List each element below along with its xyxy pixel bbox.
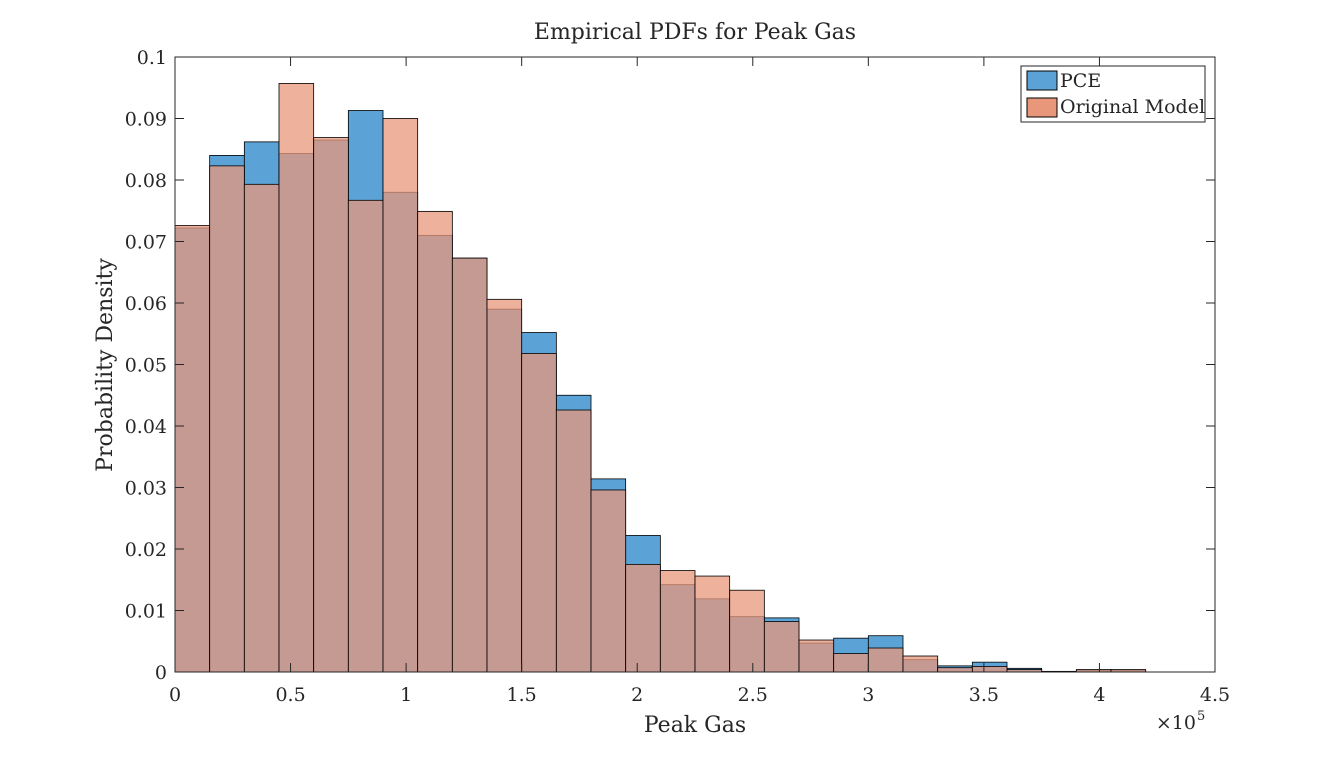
y-tick-label-8: 0.08 <box>125 170 167 192</box>
y-tick-label-0: 0 <box>155 662 167 684</box>
legend-label-original-model: Original Model <box>1060 96 1205 118</box>
bar-original-model-7 <box>417 210 453 673</box>
bars-layer <box>174 83 1147 673</box>
y-tick-label-5: 0.05 <box>125 355 167 377</box>
bar-original-model-4 <box>313 137 349 673</box>
y-tick-label-4: 0.04 <box>125 416 167 438</box>
y-tick-label-3: 0.03 <box>125 478 167 500</box>
x-exponent-power: 5 <box>1197 709 1205 724</box>
bar-original-model-17 <box>763 621 800 673</box>
bar-original-model-22 <box>937 667 973 673</box>
y-tick-label-9: 0.09 <box>125 109 167 131</box>
bar-original-model-8 <box>451 257 488 673</box>
bar-original-model-20 <box>867 647 904 673</box>
y-tick-label-10: 0.1 <box>137 47 167 69</box>
y-tick-label-7: 0.07 <box>125 232 167 254</box>
legend: PCE Original Model <box>1020 65 1206 123</box>
x-tick-label-6: 3 <box>862 684 874 706</box>
x-tick-label-1: 0.5 <box>275 684 305 706</box>
ticks-layer: 0 0.5 1 1.5 2 2.5 3 3.5 4 4.5 0 0.01 0.02 0.03 0.04 0.0… <box>125 47 1230 706</box>
bar-original-model-19 <box>833 653 869 673</box>
bar-original-model-2 <box>243 183 280 673</box>
bar-original-model-15 <box>694 575 731 673</box>
y-tick-label-1: 0.01 <box>125 601 167 623</box>
x-tick-label-2: 1 <box>400 684 412 706</box>
x-tick-label-4: 2 <box>631 684 643 706</box>
legend-swatch-pce <box>1026 70 1058 91</box>
bar-original-model-9 <box>486 298 523 673</box>
x-tick-label-0: 0 <box>169 684 181 706</box>
x-tick-label-3: 1.5 <box>507 684 537 706</box>
x-axis-label: Peak Gas <box>644 713 746 738</box>
chart-title: Empirical PDFs for Peak Gas <box>534 20 856 45</box>
legend-swatch-original-model <box>1026 97 1058 118</box>
bar-original-model-13 <box>625 563 661 673</box>
bar-original-model-16 <box>729 589 765 673</box>
x-tick-label-9: 4.5 <box>1200 684 1230 706</box>
bar-original-model-11 <box>555 409 592 673</box>
x-exponent-base: ×10 <box>1156 712 1196 734</box>
bar-original-model-6 <box>382 118 419 673</box>
bar-original-model-5 <box>347 199 384 673</box>
x-tick-label-8: 4 <box>1093 684 1105 706</box>
bar-original-model-18 <box>798 639 835 673</box>
legend-label-pce: PCE <box>1060 70 1101 92</box>
x-tick-label-5: 2.5 <box>738 684 768 706</box>
bar-original-model-23 <box>971 666 1008 673</box>
bar-original-model-21 <box>902 655 939 673</box>
y-axis-label: Probability Density <box>93 258 118 472</box>
bar-original-model-12 <box>590 489 627 673</box>
bar-original-model-3 <box>278 83 315 673</box>
x-tick-label-7: 3.5 <box>969 684 999 706</box>
y-tick-label-2: 0.02 <box>125 539 167 561</box>
bar-original-model-14 <box>659 570 696 673</box>
bar-original-model-10 <box>521 353 557 673</box>
bar-original-model-1 <box>209 165 245 673</box>
bar-original-model-0 <box>174 225 211 673</box>
y-tick-label-6: 0.06 <box>125 293 167 315</box>
